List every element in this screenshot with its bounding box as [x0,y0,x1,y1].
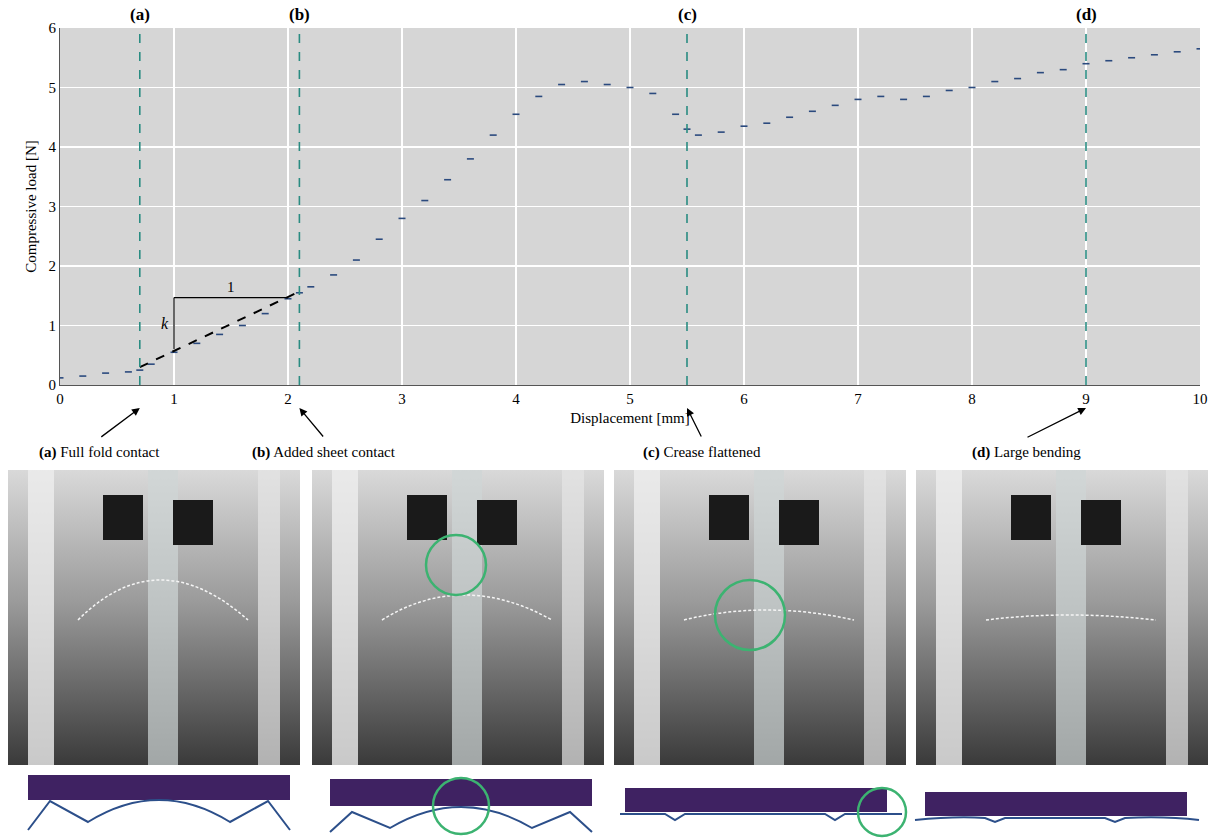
svg-text:2: 2 [284,391,292,407]
svg-text:0: 0 [49,377,57,393]
svg-text:7: 7 [854,391,862,407]
svg-text:6: 6 [740,391,748,407]
svg-text:1: 1 [49,318,57,334]
svg-text:(b): (b) [289,5,310,24]
svg-text:Compressive load [N]: Compressive load [N] [23,140,39,272]
svg-text:1: 1 [227,279,235,295]
svg-text:Displacement [mm]: Displacement [mm] [570,410,690,426]
svg-text:1: 1 [170,391,178,407]
svg-text:k: k [161,315,169,332]
svg-text:(b) Added sheet contact: (b) Added sheet contact [252,444,396,461]
svg-text:10: 10 [1193,391,1208,407]
svg-text:8: 8 [968,391,976,407]
svg-text:(a): (a) [130,5,150,24]
svg-text:(d) Large bending: (d) Large bending [972,444,1081,461]
svg-text:3: 3 [49,199,57,215]
svg-text:5: 5 [49,80,57,96]
svg-text:(c) Crease flattened: (c) Crease flattened [643,444,761,461]
svg-text:(d): (d) [1076,5,1097,24]
svg-text:2: 2 [49,258,57,274]
svg-text:0: 0 [56,391,64,407]
svg-text:9: 9 [1082,391,1090,407]
svg-text:(a) Full fold contact: (a) Full fold contact [39,444,160,461]
svg-text:5: 5 [626,391,634,407]
svg-text:6: 6 [49,20,57,36]
svg-text:(c): (c) [678,5,697,24]
svg-text:3: 3 [398,391,406,407]
svg-text:4: 4 [49,139,57,155]
svg-text:4: 4 [512,391,520,407]
